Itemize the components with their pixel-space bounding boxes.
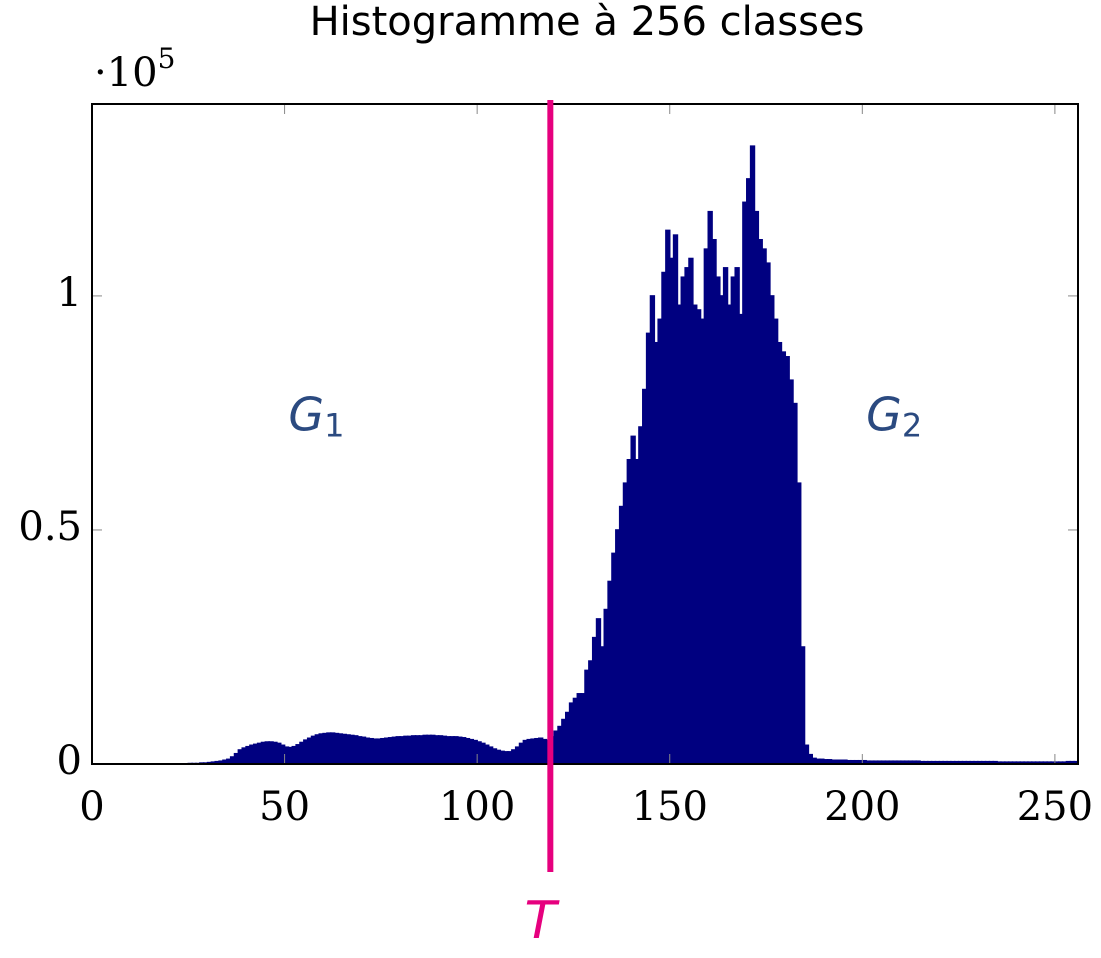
x-tick-label: 250 <box>1017 784 1093 830</box>
y-multiplier-exponent: 5 <box>158 42 176 75</box>
annotation-text: G <box>288 387 324 441</box>
x-tick-label: 100 <box>439 784 515 830</box>
annotation: G1 <box>288 387 344 445</box>
x-tick-label: 50 <box>259 784 310 830</box>
y-multiplier-base: ·10 <box>94 50 158 96</box>
plot-frame <box>91 103 1079 765</box>
x-tick-label: 0 <box>79 784 104 830</box>
annotation-sub: 1 <box>324 407 344 445</box>
x-tick-label: 150 <box>632 784 708 830</box>
annotation-text: G <box>866 387 902 441</box>
threshold-label: T <box>524 891 560 951</box>
x-tick-label: 200 <box>824 784 900 830</box>
chart-title: Histogramme à 256 classes <box>310 0 865 45</box>
annotation: G2 <box>866 387 922 445</box>
y-tick-label: 0 <box>57 738 82 784</box>
y-tick-label: 0.5 <box>18 504 82 550</box>
y-tick-label: 1 <box>57 270 82 316</box>
annotation-sub: 2 <box>902 407 922 445</box>
y-multiplier: ·105 <box>94 42 175 97</box>
